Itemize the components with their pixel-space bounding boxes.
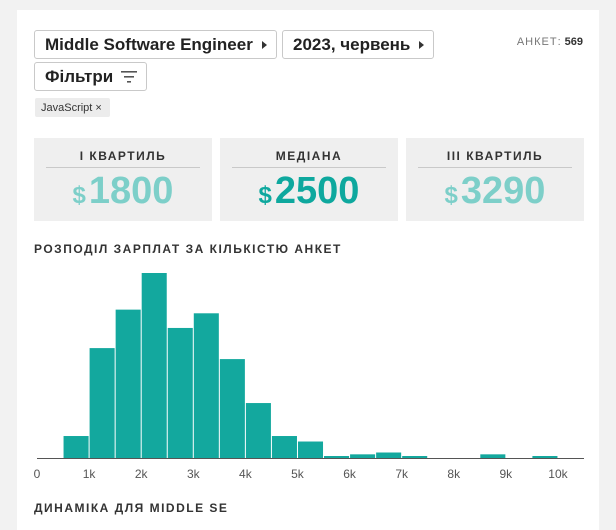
x-tick-label: 0 [34,467,41,481]
x-tick-label: 8k [447,467,461,481]
position-label: Middle Software Engineer [45,34,253,54]
histogram-bar[interactable] [324,456,350,458]
currency-symbol: $ [444,182,458,209]
x-tick-label: 4k [239,467,253,481]
filter-lines-icon [121,70,138,83]
histogram-bar[interactable] [350,454,376,458]
histogram-bar[interactable] [193,313,219,458]
stat-label: I КВАРТИЛЬ [46,149,200,168]
stat-value: $ 1800 [34,170,212,213]
histogram-bar[interactable] [63,436,89,458]
histogram-bar[interactable] [480,454,506,458]
stat-label: III КВАРТИЛЬ [418,149,572,168]
histogram-bar[interactable] [219,359,245,458]
x-tick-label: 3k [187,467,201,481]
histogram-bar[interactable] [89,348,115,458]
stat-median: МЕДІАНА $ 2500 [220,138,398,221]
period-selector[interactable]: 2023, червень [282,30,435,59]
stat-label: МЕДІАНА [232,149,386,168]
histogram-bar[interactable] [115,309,141,458]
x-tick-label: 5k [291,467,305,481]
stat-value: $ 3290 [406,170,584,213]
currency-symbol: $ [258,182,272,209]
filters-button[interactable]: Фільтри [34,62,148,91]
filters-label: Фільтри [45,66,114,86]
salary-card: Middle Software Engineer 2023, червень А… [17,10,599,530]
x-tick-label: 9k [500,467,514,481]
x-tick-label: 6k [343,467,357,481]
histogram-bar[interactable] [376,452,402,458]
histogram-bar[interactable] [167,327,193,458]
period-label: 2023, червень [293,34,411,54]
x-tick-label: 2k [135,467,149,481]
histogram-bar[interactable] [271,436,297,458]
dynamics-title: ДИНАМІКА ДЛЯ MIDDLE SE [34,501,229,515]
histogram-bar[interactable] [245,403,271,458]
respondents-label: АНКЕТ: [516,36,562,48]
stat-number: 1800 [88,170,174,212]
filter-tag-javascript: JavaScript × [35,98,110,117]
stat-value: $ 2500 [220,170,398,213]
histogram-title: РОЗПОДІЛ ЗАРПЛАТ ЗА КІЛЬКІСТЮ АНКЕТ [34,242,342,256]
stat-first-quartile: I КВАРТИЛЬ $ 1800 [34,138,212,221]
histogram-bar[interactable] [402,456,428,458]
histogram-bar[interactable] [141,273,167,458]
caret-right-icon [419,40,425,49]
currency-symbol: $ [72,182,86,209]
salary-histogram: 0 1k 2k 3k 4k 5k 6k 7k 8k 9k 10k [34,273,584,481]
x-tick-label: 7k [395,467,409,481]
remove-tag-button[interactable]: × [95,101,102,114]
histogram-bar[interactable] [297,441,324,458]
stat-third-quartile: III КВАРТИЛЬ $ 3290 [406,138,584,221]
x-tick-label: 1k [83,467,97,481]
respondents-value: 569 [564,36,583,48]
stat-number: 3290 [460,170,546,212]
position-selector[interactable]: Middle Software Engineer [34,30,277,59]
stat-number: 2500 [274,170,360,212]
x-tick-label: 10k [548,467,568,481]
filter-tag-label: JavaScript [41,101,93,114]
respondents-count: АНКЕТ: 569 [517,36,583,48]
caret-right-icon [261,40,267,49]
histogram-bar[interactable] [532,456,558,458]
